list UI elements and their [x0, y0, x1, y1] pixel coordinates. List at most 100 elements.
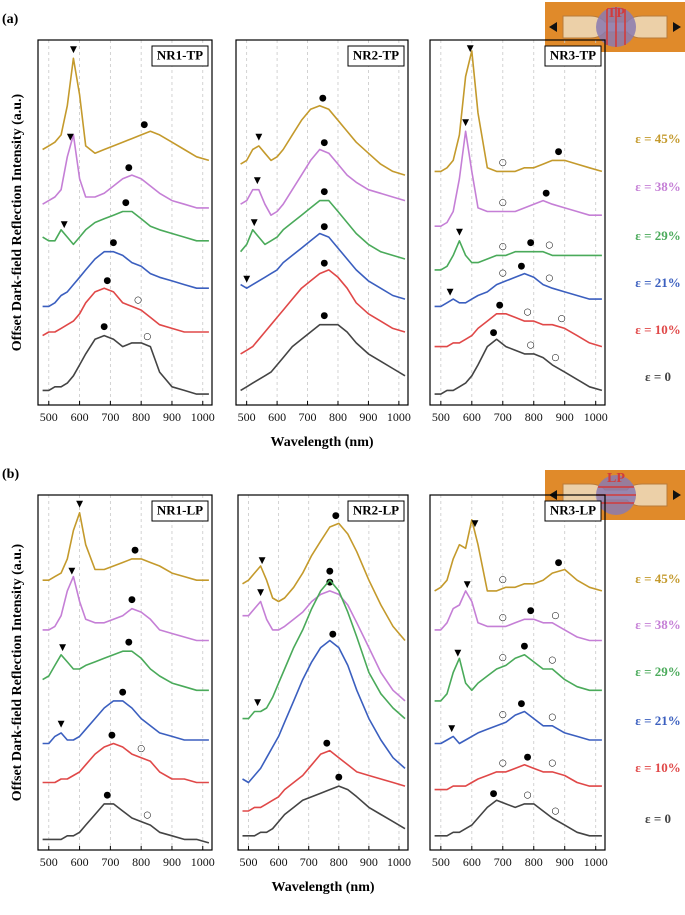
spectrum-line	[242, 639, 406, 784]
spectrum-line	[240, 323, 406, 392]
x-tick-label: 900	[163, 855, 181, 869]
x-tick-label: 700	[494, 855, 512, 869]
title-box	[347, 500, 405, 522]
x-tick-label: 800	[525, 855, 543, 869]
x-tick-label: 600	[463, 410, 481, 424]
peak-marker: ●	[524, 752, 532, 762]
spectrum-line	[42, 575, 209, 642]
peak-marker: ●	[320, 258, 328, 268]
spectrum-line	[242, 579, 406, 720]
peak-marker: ○	[137, 744, 145, 754]
peak-marker: ○	[524, 790, 532, 800]
panel-title: NR3-TP	[550, 47, 596, 62]
peak-marker: ▼	[58, 719, 65, 729]
peak-marker: ●	[326, 577, 334, 587]
peak-marker: ▼	[61, 220, 68, 230]
x-tick-label: 500	[240, 855, 258, 869]
spectrum-line	[434, 313, 603, 348]
spectrum-line	[42, 511, 209, 581]
x-tick-label: 900	[360, 855, 378, 869]
peak-marker: ▼	[454, 648, 461, 658]
spectrum-line	[239, 199, 406, 260]
peak-marker: ●	[496, 300, 504, 310]
spectrum-line	[240, 104, 406, 176]
peak-marker: ●	[103, 790, 111, 800]
x-tick-label: 700	[494, 410, 512, 424]
legend-entry: ε = 21%	[635, 275, 680, 290]
peak-marker: ▼	[254, 698, 261, 708]
spectrum-line	[242, 590, 406, 702]
panel-title: NR2-LP	[353, 502, 399, 517]
peak-marker: ●	[320, 187, 328, 197]
legend-entry: ε = 0	[645, 369, 671, 384]
spectrum-line	[240, 148, 406, 216]
peak-marker: ○	[548, 758, 556, 768]
plot-frame	[429, 39, 606, 406]
x-tick-label: 500	[40, 410, 58, 424]
plot-frame	[37, 39, 213, 406]
peak-marker: ●	[128, 595, 136, 605]
peak-marker: ●	[100, 322, 108, 332]
peak-marker: ▼	[255, 132, 262, 142]
x-tick-label: 500	[238, 410, 256, 424]
x-tick-label: 700	[300, 855, 318, 869]
peak-marker: ●	[335, 773, 343, 783]
legend-entry: ε = 38%	[635, 617, 680, 632]
peak-marker: ▼	[67, 132, 74, 142]
spectrum-line	[42, 803, 210, 844]
peak-marker: ○	[143, 810, 151, 820]
peak-marker: ▼	[464, 580, 471, 590]
peak-marker: ●	[329, 629, 337, 639]
peak-marker: ▼	[68, 567, 75, 577]
y-axis-label: Offset Dark-field Reflection Intensity (…	[10, 543, 25, 801]
x-tick-label: 700	[101, 410, 119, 424]
spectrum-line	[42, 650, 209, 692]
peak-marker: ●	[125, 638, 133, 648]
peak-marker: ▼	[59, 643, 66, 653]
peak-marker: ●	[140, 120, 148, 130]
inset-label: LP	[607, 471, 625, 486]
peak-marker: ○	[548, 712, 556, 722]
peak-marker: ○	[499, 758, 507, 768]
peak-marker: ○	[548, 655, 556, 665]
peak-marker: ○	[558, 314, 566, 324]
spectrum-line	[434, 240, 602, 271]
x-tick-label: 800	[329, 410, 347, 424]
spectrum-line	[434, 338, 603, 395]
x-axis-label: Wavelength (nm)	[271, 880, 374, 895]
spectrum-line	[42, 57, 210, 162]
x-tick-label: 900	[359, 410, 377, 424]
peak-marker: ▼	[447, 287, 454, 297]
spectrum-line	[434, 799, 602, 837]
title-box	[544, 45, 602, 67]
peak-marker: ●	[527, 606, 535, 616]
peak-marker: ●	[542, 188, 550, 198]
x-tick-label: 700	[101, 855, 119, 869]
peak-marker: ●	[332, 511, 340, 521]
peak-marker: ●	[555, 558, 563, 568]
legend-entry: ε = 21%	[635, 713, 680, 728]
peak-marker: ▼	[462, 118, 469, 128]
peak-marker: ●	[320, 138, 328, 148]
panel-title: NR1-TP	[157, 47, 203, 62]
panel-title: NR1-LP	[157, 502, 203, 517]
peak-marker: ▼	[257, 588, 264, 598]
x-tick-label: 500	[432, 855, 450, 869]
x-tick-label: 500	[432, 410, 450, 424]
peak-marker: ▼	[254, 176, 261, 186]
plot-frame	[237, 494, 409, 851]
peak-marker: ●	[326, 567, 334, 577]
peak-marker: ●	[555, 147, 563, 157]
x-tick-label: 800	[525, 410, 543, 424]
x-tick-label: 800	[132, 410, 150, 424]
x-tick-label: 1000	[191, 855, 215, 869]
x-axis-label: Wavelength (nm)	[270, 435, 373, 450]
peak-marker: ●	[320, 222, 328, 232]
x-tick-label: 600	[268, 410, 286, 424]
peak-marker: ○	[527, 340, 535, 350]
panel-title: NR2-TP	[353, 47, 399, 62]
x-tick-label: 600	[71, 410, 89, 424]
legend-entry: ε = 29%	[635, 664, 680, 679]
peak-marker: ○	[545, 273, 553, 283]
x-tick-label: 900	[556, 410, 574, 424]
